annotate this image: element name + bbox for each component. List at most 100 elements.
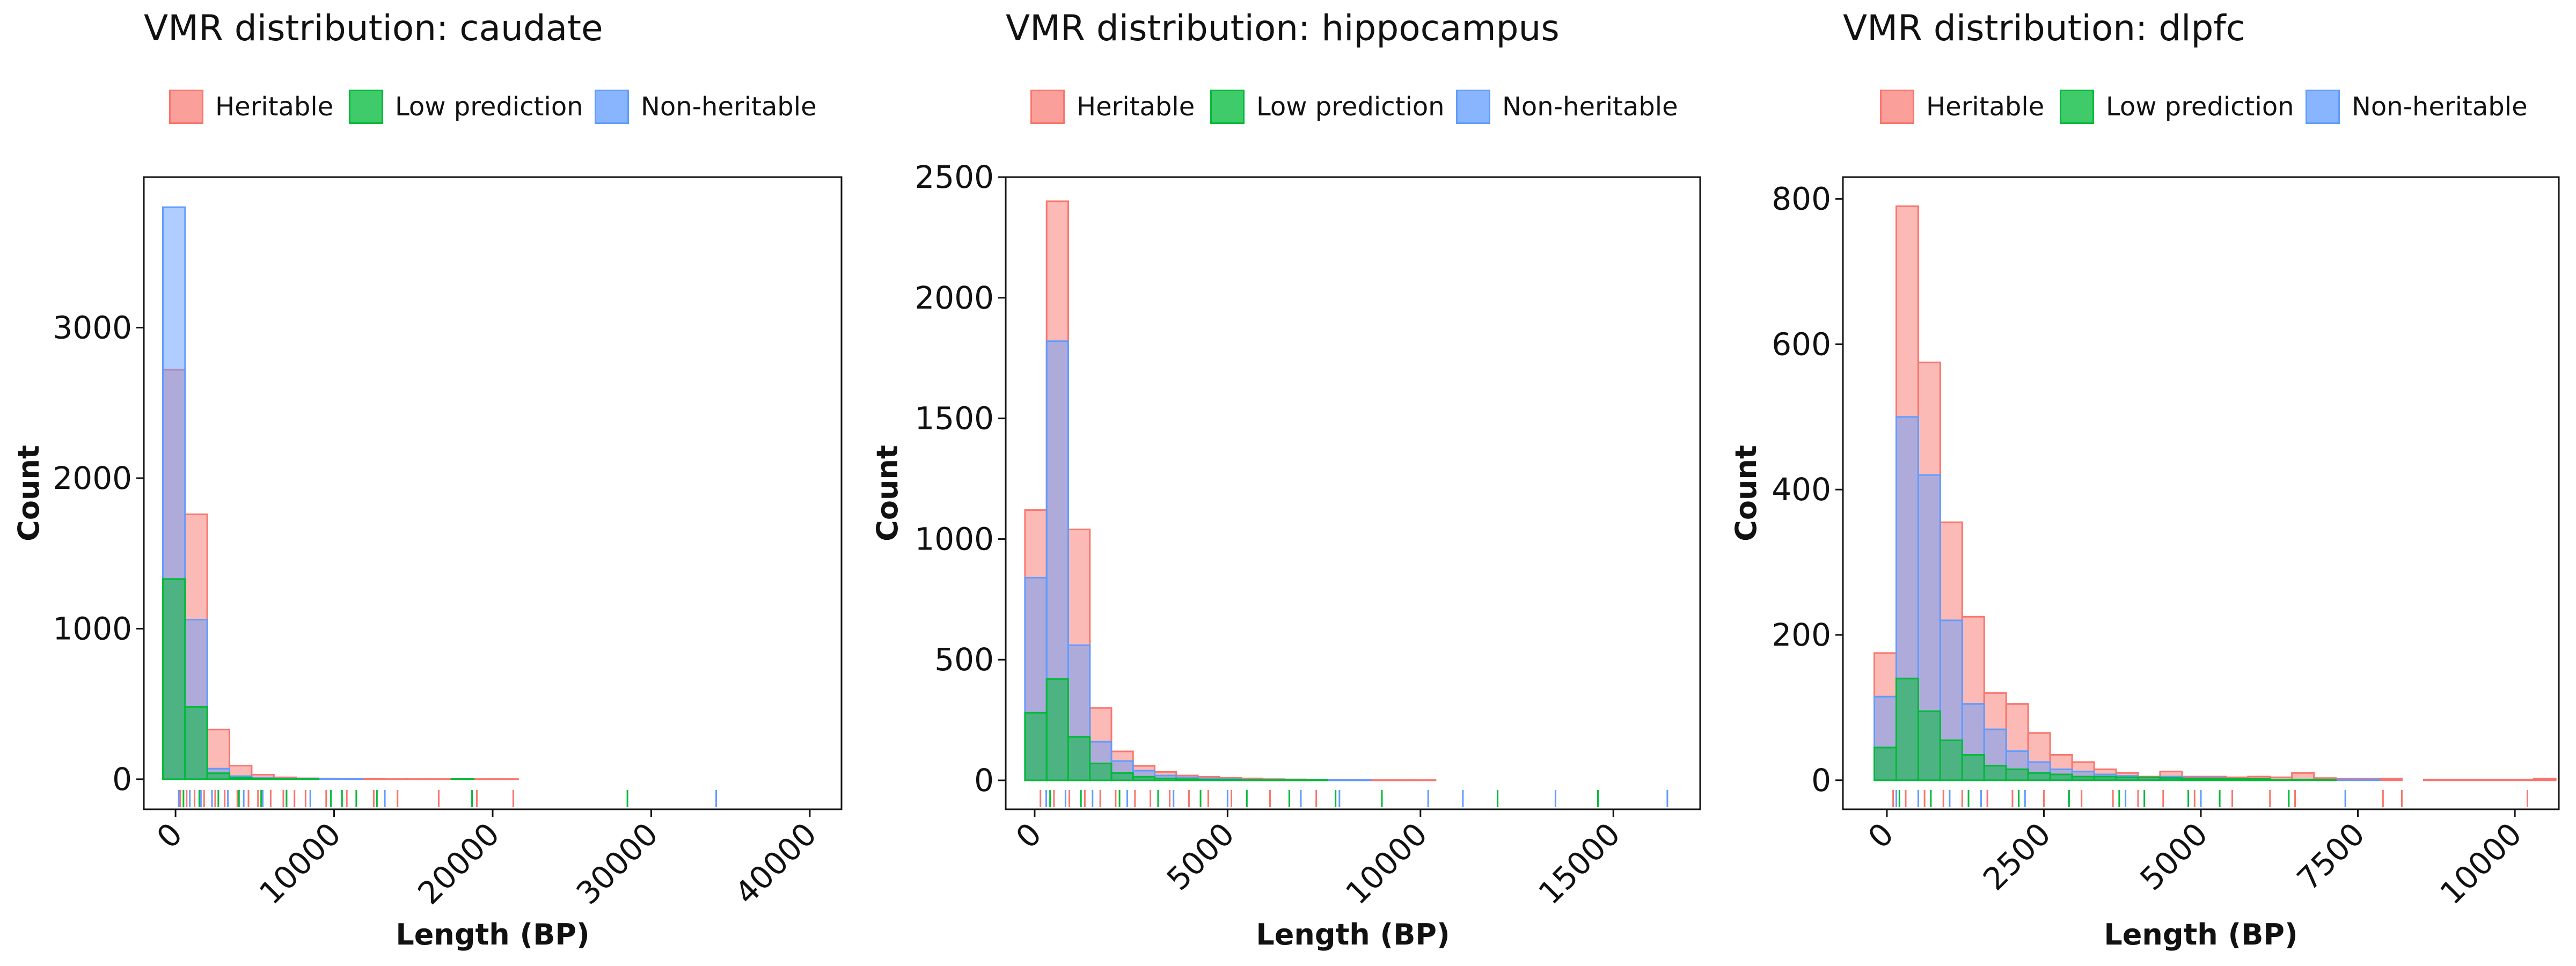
- bars-layer: [1874, 205, 2557, 781]
- histogram-bar: [2137, 776, 2161, 781]
- histogram-bar: [2489, 778, 2513, 781]
- chart-panel-hippocampus: VMR distribution: hippocampus Heritable …: [859, 0, 1717, 966]
- y-tick-label: 500: [934, 641, 994, 678]
- histogram-bar: [229, 777, 253, 780]
- legend-label: Heritable: [1077, 92, 1195, 122]
- legend-swatch-low-prediction: [349, 90, 383, 124]
- histogram-bar: [2181, 778, 2205, 781]
- histogram-bar: [2027, 772, 2051, 781]
- histogram-bar: [2005, 769, 2029, 781]
- bars-layer: [162, 206, 519, 780]
- histogram-bar: [1045, 678, 1069, 781]
- legend-item-heritable: Heritable: [169, 87, 333, 126]
- legend-swatch-heritable: [1880, 90, 1914, 124]
- legend-label: Non-heritable: [1502, 92, 1678, 122]
- x-tick-label: 5000: [1160, 816, 1241, 897]
- histogram-bar: [1917, 710, 1941, 781]
- legend-item-non-heritable: Non-heritable: [2306, 87, 2528, 126]
- legend-swatch-non-heritable: [595, 90, 629, 124]
- histogram-bar: [1874, 747, 1897, 781]
- rug-layer: [1892, 790, 2528, 807]
- legend-label: Non-heritable: [2352, 92, 2528, 122]
- bar-series-heritable: [162, 369, 519, 780]
- legend-swatch-low-prediction: [2060, 90, 2094, 124]
- legend-label: Low prediction: [2106, 92, 2294, 122]
- histogram-bar: [1939, 739, 1963, 781]
- y-tick-label: 2000: [914, 280, 994, 316]
- legend-item-heritable: Heritable: [1880, 87, 2044, 126]
- y-tick-label: 1500: [914, 400, 994, 437]
- y-tick-label: 800: [1772, 181, 1831, 217]
- x-tick-label: 30000: [569, 816, 665, 912]
- bar-series-low-prediction: [162, 578, 475, 780]
- bar-series-low-prediction: [1874, 677, 2337, 781]
- y-tick-label: 1000: [53, 610, 132, 647]
- x-axis-title: Length (BP): [2104, 918, 2297, 952]
- legend-label: Heritable: [215, 92, 334, 122]
- bar-series-low-prediction: [1024, 678, 1329, 781]
- x-axis-title: Length (BP): [1256, 918, 1450, 952]
- histogram-bar: [2269, 778, 2293, 781]
- legend-item-heritable: Heritable: [1030, 87, 1195, 126]
- plot-border: [143, 176, 843, 810]
- histogram-bar: [2071, 775, 2095, 781]
- legend-item-non-heritable: Non-heritable: [1456, 87, 1678, 126]
- histogram-bar: [2335, 778, 2359, 781]
- y-tick-label: 2000: [53, 460, 132, 496]
- bars-layer: [1024, 200, 1437, 781]
- y-tick-label: 0: [112, 761, 132, 797]
- histogram-bar: [2159, 777, 2183, 781]
- histogram-bar: [2115, 776, 2139, 781]
- histogram-bar: [1024, 712, 1048, 781]
- histogram-bar: [2357, 778, 2381, 781]
- rug-layer: [178, 790, 718, 807]
- histogram-bar: [2093, 775, 2117, 781]
- histogram-bar: [1895, 677, 1919, 781]
- histogram-bar: [1961, 753, 1985, 781]
- histogram-bar: [162, 578, 186, 780]
- legend-item-low-prediction: Low prediction: [349, 87, 583, 126]
- y-tick-label: 600: [1772, 326, 1831, 362]
- y-tick-label: 3000: [53, 309, 132, 346]
- y-tick-label: 0: [1811, 762, 1831, 799]
- x-tick-label: 7500: [2290, 816, 2372, 897]
- histogram-bar: [2049, 773, 2073, 781]
- x-tick-label: 10000: [2433, 816, 2529, 912]
- histogram-bar: [2203, 778, 2227, 781]
- y-axis-title: Count: [1729, 445, 1763, 541]
- y-tick-label: 200: [1772, 617, 1831, 653]
- x-tick-label: 0: [1861, 816, 1901, 855]
- x-tick-label: 0: [1009, 816, 1049, 855]
- histogram-bar: [2445, 778, 2469, 781]
- histogram-bar: [1089, 763, 1113, 781]
- chart-panel-caudate: VMR distribution: caudate Heritable Low …: [0, 0, 859, 966]
- legend-label: Heritable: [1926, 92, 2045, 122]
- y-tick-label: 0: [974, 762, 994, 799]
- chart-panel-dlpfc: VMR distribution: dlpfc Heritable Low pr…: [1717, 0, 2576, 966]
- bar-series-heritable: [1874, 205, 2557, 781]
- y-tick-label: 1000: [914, 521, 994, 557]
- y-tick-label: 2500: [914, 159, 994, 195]
- legend-label: Non-heritable: [641, 92, 817, 122]
- legend-item-low-prediction: Low prediction: [2060, 87, 2294, 126]
- histogram-bar: [184, 706, 208, 780]
- histogram-bar: [2247, 778, 2271, 781]
- legend-swatch-non-heritable: [2306, 90, 2340, 124]
- x-tick-label: 5000: [2133, 816, 2214, 897]
- legend-swatch-heritable: [1030, 90, 1065, 124]
- legend-label: Low prediction: [395, 92, 583, 122]
- histogram-bar: [1110, 772, 1134, 781]
- x-tick-label: 40000: [728, 816, 824, 912]
- legend-label: Low prediction: [1256, 92, 1445, 122]
- histogram-plot: 0 200 400 600 800 0 2500 5000 7500 10000 Length (B…: [1729, 176, 2560, 952]
- legend-swatch-low-prediction: [1210, 90, 1245, 124]
- rug-layer: [1040, 790, 1668, 807]
- histogram-bar: [2291, 778, 2315, 781]
- histogram-bar: [1132, 775, 1155, 781]
- bar-series-non-heritable: [162, 206, 364, 780]
- y-axis-title: Count: [12, 445, 46, 541]
- histogram-bar: [2511, 778, 2535, 781]
- histogram-bar: [2379, 778, 2403, 781]
- histogram-bar: [1175, 778, 1199, 781]
